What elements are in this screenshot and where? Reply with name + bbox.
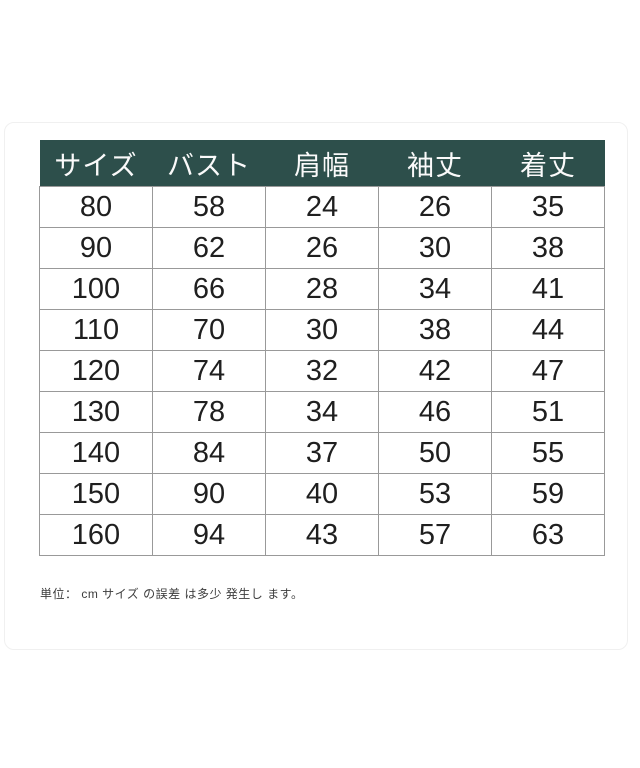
table-cell: 51 bbox=[491, 391, 605, 433]
table-cell: 34 bbox=[378, 268, 492, 310]
table-cell: 43 bbox=[265, 514, 379, 556]
table-cell: 78 bbox=[152, 391, 266, 433]
size-table-header-cell: サイズ bbox=[39, 140, 153, 187]
table-cell: 59 bbox=[491, 473, 605, 515]
table-cell: 130 bbox=[39, 391, 153, 433]
table-cell: 120 bbox=[39, 350, 153, 392]
size-table-header-row: サイズ バスト 肩幅 袖丈 着丈 bbox=[39, 140, 605, 187]
size-table-header-cell: 着丈 bbox=[491, 140, 605, 187]
table-cell: 160 bbox=[39, 514, 153, 556]
table-cell: 37 bbox=[265, 432, 379, 474]
table-row: 90 62 26 30 38 bbox=[39, 227, 605, 269]
table-cell: 70 bbox=[152, 309, 266, 351]
size-table-head: サイズ バスト 肩幅 袖丈 着丈 bbox=[39, 140, 605, 187]
table-cell: 26 bbox=[378, 186, 492, 228]
table-cell: 41 bbox=[491, 268, 605, 310]
table-cell: 40 bbox=[265, 473, 379, 515]
table-cell: 150 bbox=[39, 473, 153, 515]
table-cell: 35 bbox=[491, 186, 605, 228]
table-cell: 55 bbox=[491, 432, 605, 474]
table-row: 160 94 43 57 63 bbox=[39, 514, 605, 556]
table-cell: 30 bbox=[265, 309, 379, 351]
table-cell: 38 bbox=[491, 227, 605, 269]
size-table-header-cell: 肩幅 bbox=[265, 140, 379, 187]
table-cell: 140 bbox=[39, 432, 153, 474]
table-cell: 47 bbox=[491, 350, 605, 392]
size-table-body: 80 58 24 26 35 90 62 26 30 38 100 66 28 34 41 110 70 30 38… bbox=[39, 186, 605, 556]
table-cell: 34 bbox=[265, 391, 379, 433]
table-cell: 63 bbox=[491, 514, 605, 556]
unit-footnote: 単位： cm サイズ の誤差 は多少 発生し ます。 bbox=[40, 587, 304, 601]
table-cell: 24 bbox=[265, 186, 379, 228]
table-row: 110 70 30 38 44 bbox=[39, 309, 605, 351]
table-cell: 80 bbox=[39, 186, 153, 228]
table-cell: 84 bbox=[152, 432, 266, 474]
size-table-header-cell: バスト bbox=[152, 140, 266, 187]
table-row: 140 84 37 50 55 bbox=[39, 432, 605, 474]
table-cell: 62 bbox=[152, 227, 266, 269]
table-cell: 30 bbox=[378, 227, 492, 269]
table-cell: 42 bbox=[378, 350, 492, 392]
size-chart-card: サイズ バスト 肩幅 袖丈 着丈 80 58 24 26 35 90 62 26 30 38 100 66 28… bbox=[4, 122, 628, 650]
table-cell: 46 bbox=[378, 391, 492, 433]
table-cell: 50 bbox=[378, 432, 492, 474]
table-cell: 38 bbox=[378, 309, 492, 351]
table-row: 120 74 32 42 47 bbox=[39, 350, 605, 392]
table-cell: 28 bbox=[265, 268, 379, 310]
table-cell: 110 bbox=[39, 309, 153, 351]
table-cell: 66 bbox=[152, 268, 266, 310]
table-cell: 100 bbox=[39, 268, 153, 310]
table-cell: 57 bbox=[378, 514, 492, 556]
size-table: サイズ バスト 肩幅 袖丈 着丈 80 58 24 26 35 90 62 26 30 38 100 66 28… bbox=[39, 140, 605, 556]
table-cell: 26 bbox=[265, 227, 379, 269]
table-cell: 58 bbox=[152, 186, 266, 228]
table-cell: 53 bbox=[378, 473, 492, 515]
table-cell: 94 bbox=[152, 514, 266, 556]
table-cell: 90 bbox=[39, 227, 153, 269]
table-cell: 90 bbox=[152, 473, 266, 515]
table-row: 150 90 40 53 59 bbox=[39, 473, 605, 515]
size-table-header-cell: 袖丈 bbox=[378, 140, 492, 187]
table-cell: 32 bbox=[265, 350, 379, 392]
table-row: 100 66 28 34 41 bbox=[39, 268, 605, 310]
table-cell: 74 bbox=[152, 350, 266, 392]
table-cell: 44 bbox=[491, 309, 605, 351]
table-row: 80 58 24 26 35 bbox=[39, 186, 605, 228]
table-row: 130 78 34 46 51 bbox=[39, 391, 605, 433]
